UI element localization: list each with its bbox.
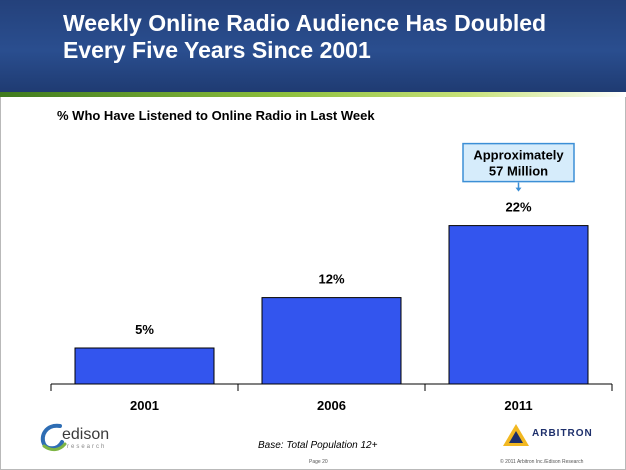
x-tick-label-2001: 2001 <box>130 398 159 413</box>
copyright-text: © 2011 Arbitron Inc./Edison Research <box>500 459 584 465</box>
title-underline <box>0 92 626 97</box>
edison-swoosh-icon <box>40 423 67 452</box>
bar-2006 <box>261 297 402 385</box>
edison-subtext: research <box>67 444 107 450</box>
annotation-text-line: Approximately <box>473 148 564 163</box>
base-note: Base: Total Population 12+ <box>258 440 378 451</box>
data-label-2006: 12% <box>318 272 344 287</box>
annotation-callout-box <box>462 142 575 183</box>
x-tick-label-2011: 2011 <box>504 398 532 413</box>
arbitron-triangle-icon <box>503 424 529 446</box>
data-label-2011: 22% <box>505 200 531 215</box>
chart-subtitle: % Who Have Listened to Online Radio in L… <box>57 108 375 123</box>
data-label-2001: 5% <box>135 322 154 337</box>
edison-logo: edison research <box>38 422 118 456</box>
arbitron-logo: ARBITRON <box>502 422 610 452</box>
arbitron-wordmark: ARBITRON <box>532 428 593 439</box>
x-tick-label-2006: 2006 <box>317 398 346 413</box>
annotation-text-line: 57 Million <box>489 164 548 179</box>
page-number: Page 20 <box>309 459 328 465</box>
title-bar: Weekly Online Radio Audience Has Doubled… <box>0 0 626 92</box>
bar-2011 <box>448 225 589 385</box>
slide-title: Weekly Online Radio Audience Has Doubled… <box>63 10 547 63</box>
bar-2001 <box>74 347 215 385</box>
annotation-arrow-head <box>515 187 522 192</box>
edison-wordmark: edison <box>62 426 110 443</box>
